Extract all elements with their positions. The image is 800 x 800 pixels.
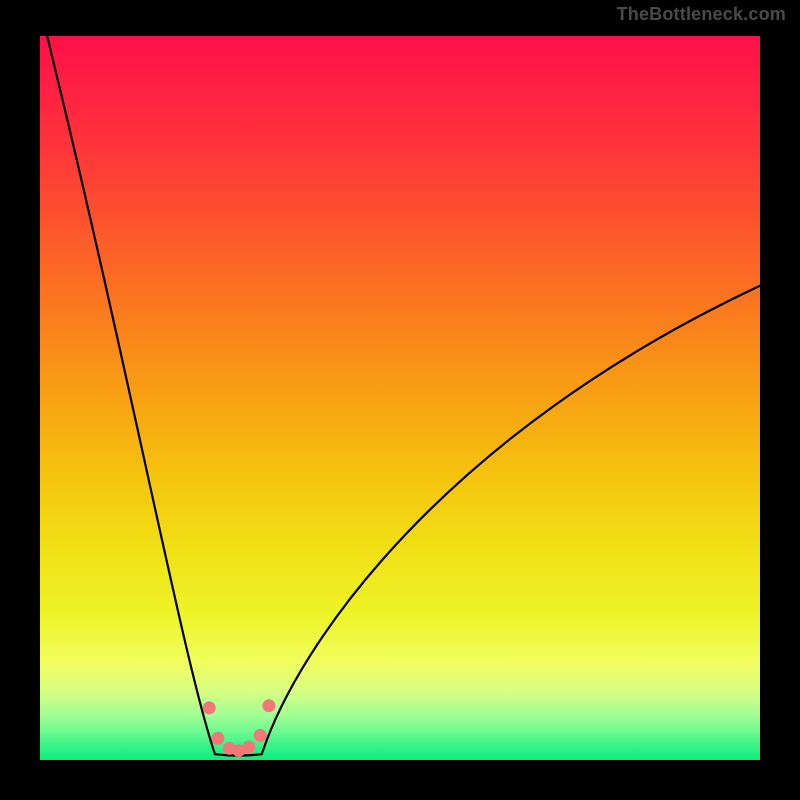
highlight-dot bbox=[211, 732, 224, 745]
plot-gradient-background bbox=[40, 36, 760, 760]
bottleneck-chart-svg bbox=[0, 0, 800, 800]
highlight-dot bbox=[254, 729, 267, 742]
highlight-dot bbox=[203, 701, 216, 714]
chart-canvas: TheBottleneck.com bbox=[0, 0, 800, 800]
highlight-dot bbox=[242, 740, 255, 753]
highlight-dot bbox=[262, 699, 275, 712]
watermark-text: TheBottleneck.com bbox=[617, 4, 786, 25]
